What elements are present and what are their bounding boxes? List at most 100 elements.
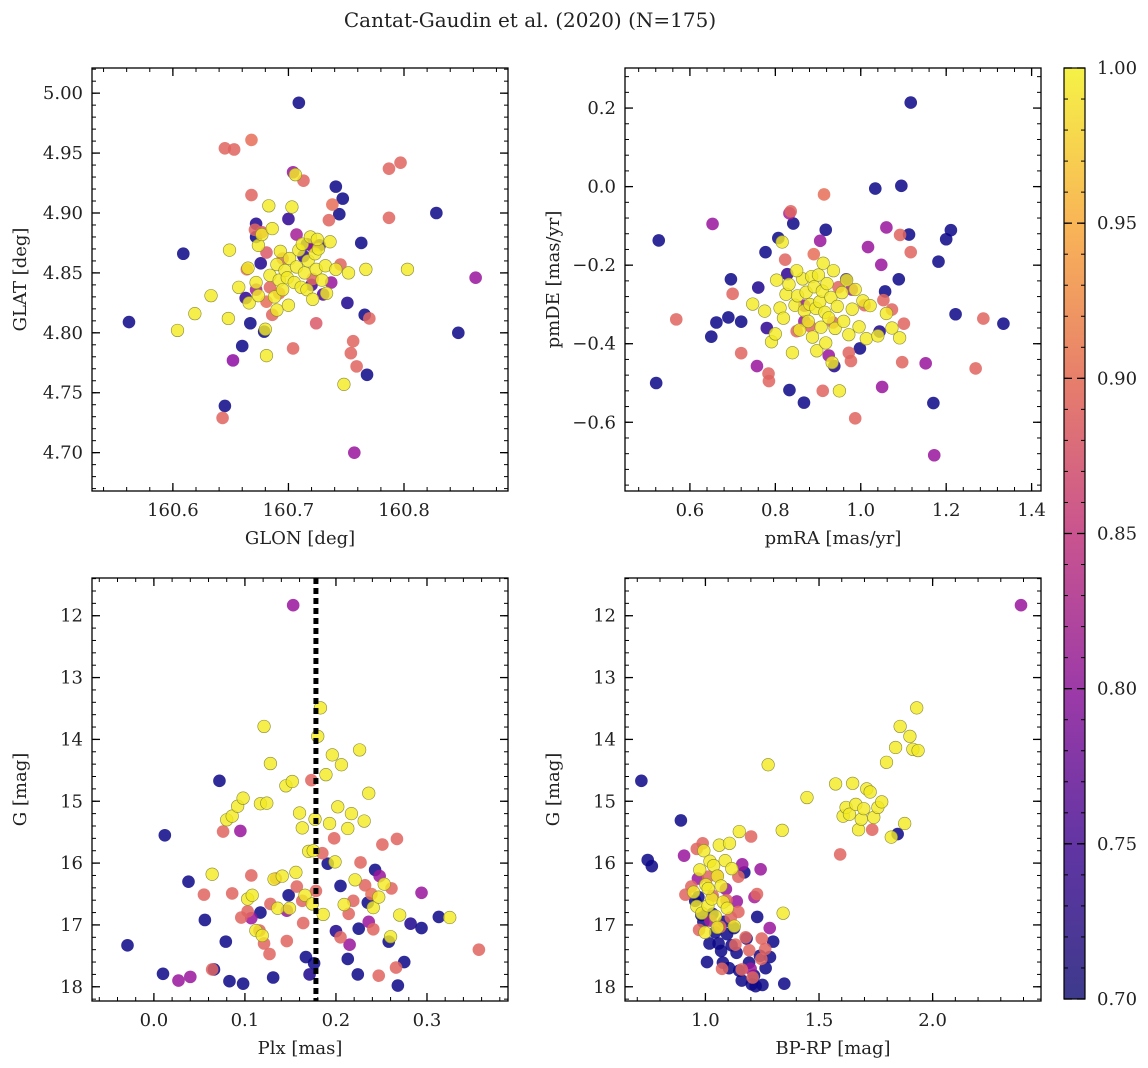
scatter-point (880, 221, 893, 234)
scatter-point (296, 916, 310, 930)
y-tick-label: 12 (60, 606, 83, 627)
scatter-point (751, 281, 765, 294)
scatter-point (739, 931, 752, 944)
scatter-point (669, 313, 683, 326)
scatter-point (746, 971, 759, 984)
scatter-point (885, 321, 899, 335)
scatter-point (820, 277, 834, 291)
scatter-point (309, 316, 323, 330)
scatter-point (273, 244, 287, 258)
scatter-point (341, 952, 355, 966)
scatter-point (710, 920, 725, 935)
scatter-point (776, 311, 791, 325)
scatter-point (337, 377, 351, 391)
scatter-point (893, 719, 907, 734)
scatter-point (316, 907, 330, 922)
scatter-point (871, 329, 885, 343)
scatter-point (332, 207, 346, 221)
colorbar: 0.70 0.75 0.80 0.85 0.90 0.95 1.00 (1063, 58, 1137, 1010)
scatter-point (734, 346, 748, 360)
scatter-point (848, 412, 862, 425)
scatter-point (282, 901, 297, 915)
scatter-point (372, 890, 386, 904)
scatter-point (879, 306, 893, 321)
scatter-point (863, 785, 877, 799)
scatter-point (158, 828, 172, 842)
scatter-point (328, 855, 342, 869)
scatter-point (443, 910, 457, 925)
scatter-point (300, 283, 314, 297)
scatter-point (874, 258, 888, 272)
scatter-point (265, 221, 279, 236)
scatter-point (372, 969, 386, 982)
scatter-point (341, 296, 354, 310)
scatter-point (285, 200, 299, 214)
scatter-point (969, 362, 982, 375)
scatter-point (1014, 598, 1028, 612)
x-axis-label: pmRA [mas/yr] (765, 528, 902, 549)
scatter-point (170, 323, 185, 338)
scatter-point (790, 264, 804, 278)
scatter-point (227, 143, 241, 156)
scatter-point (783, 383, 796, 397)
scatter-point (382, 211, 396, 225)
scatter-point (285, 774, 299, 789)
scatter-point (777, 977, 791, 990)
scatter-point (319, 768, 333, 782)
scatter-point (205, 963, 219, 976)
scatter-point (715, 962, 729, 976)
scatter-point (724, 273, 738, 286)
scatter-point (807, 247, 821, 261)
y-tick-label: 15 (593, 791, 616, 812)
scatter-point (432, 910, 446, 924)
scatter-point (904, 96, 918, 109)
scatter-point (652, 234, 666, 247)
scatter-point (927, 448, 941, 462)
scatter-point (336, 192, 350, 205)
x-tick-label: 1.4 (1017, 500, 1046, 521)
scatter-point (730, 895, 744, 908)
panel-sky-position: 160.6 160.7 160.8 4.70 4.75 4.80 4.85 4.90 4.95 5… (10, 67, 509, 549)
scatter-point (895, 179, 908, 193)
scatter-point (825, 355, 839, 370)
scatter-point (244, 869, 258, 882)
scatter-point (893, 228, 907, 242)
scatter-point (254, 906, 267, 919)
scatter-point (282, 212, 295, 226)
y-tick-label: 0.0 (587, 177, 616, 198)
scatter-point (245, 188, 258, 202)
y-tick-label: 13 (593, 668, 616, 689)
scatter-point (844, 354, 858, 368)
scatter-point (322, 213, 336, 227)
scatter-point (360, 368, 374, 382)
scatter-point (282, 888, 295, 902)
ticks: 1.0 1.5 2.0 12 13 14 15 16 17 18 (593, 578, 1041, 1031)
scatter-point (352, 922, 366, 935)
scatter-point (897, 317, 911, 330)
scatter-point (977, 312, 990, 325)
scatter-point (323, 235, 337, 249)
scatter-point (325, 748, 339, 762)
scatter-point (786, 217, 800, 230)
scatter-point (701, 881, 715, 896)
scatter-point (722, 836, 737, 850)
scatter-point (868, 182, 882, 195)
scatter-point (797, 396, 811, 409)
scatter-point (828, 321, 842, 335)
scatter-point (346, 334, 360, 348)
scatter-point (879, 755, 894, 769)
scatter-point (677, 849, 691, 862)
scatter-point (223, 974, 236, 988)
x-tick-label: 0.3 (413, 1010, 442, 1031)
x-tick-label: 0.1 (231, 1010, 260, 1031)
scatter-point (805, 330, 820, 344)
scatter-point (176, 247, 190, 261)
colorbar-tick-label: 0.90 (1097, 368, 1137, 389)
scatter-point (761, 758, 775, 772)
scatter-point (852, 320, 866, 334)
scatter-point (358, 879, 372, 892)
scatter-point (735, 858, 749, 871)
y-tick-label: 4.70 (43, 443, 83, 464)
scatter-point (357, 814, 371, 828)
